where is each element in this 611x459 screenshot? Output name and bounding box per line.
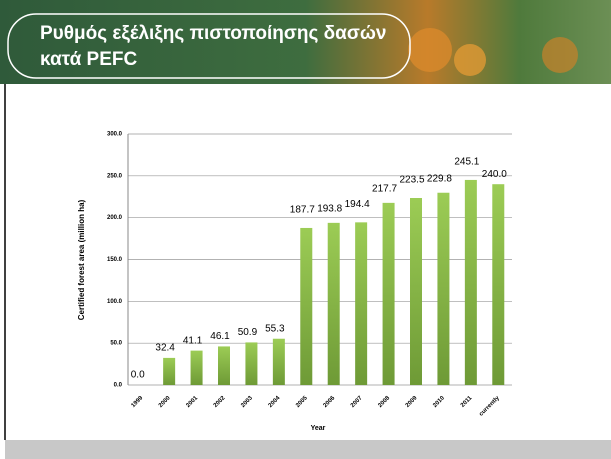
tree [454, 44, 486, 76]
bar [355, 222, 368, 385]
x-axis-label: Year [311, 425, 326, 432]
x-tick-label: 2010 [432, 395, 446, 409]
tree [542, 37, 578, 73]
bar [327, 222, 340, 385]
value-label: 193.8 [317, 203, 342, 214]
bar [190, 350, 203, 385]
value-label: 245.1 [454, 157, 479, 168]
bar [382, 202, 395, 385]
x-tick-label: 2007 [350, 395, 364, 409]
value-label: 55.3 [265, 323, 285, 334]
x-tick-label: 2004 [268, 395, 282, 409]
value-label: 50.9 [238, 327, 258, 338]
title-line: Ρυθμός εξέλιξης πιστοποίησης δασών [40, 23, 386, 44]
value-label: 187.7 [290, 205, 315, 216]
value-label: 217.7 [372, 183, 397, 194]
y-tick-label: 100.0 [107, 299, 123, 305]
y-tick-label: 50.0 [110, 341, 122, 347]
bar [272, 338, 285, 385]
bar [218, 346, 230, 385]
bar [410, 198, 422, 385]
y-tick-label: 150.0 [107, 257, 123, 263]
bar [300, 227, 313, 385]
y-tick-label: 200.0 [107, 215, 123, 221]
value-label: 229.8 [427, 173, 452, 184]
y-tick-label: 250.0 [107, 173, 123, 179]
bar [163, 357, 176, 385]
bar [437, 192, 450, 385]
x-tick-label: 2000 [158, 395, 172, 409]
bar [464, 179, 477, 385]
bar [492, 184, 505, 385]
x-tick-label: 2006 [323, 395, 337, 409]
x-tick-label: 2003 [240, 395, 254, 409]
footer-bar [5, 440, 611, 459]
x-tick-label: 1999 [131, 395, 145, 409]
x-tick-label: 2002 [213, 395, 227, 409]
y-tick-label: 300.0 [107, 132, 123, 138]
value-label: 223.5 [399, 175, 424, 186]
value-label: 41.1 [183, 335, 203, 346]
value-label: 194.4 [345, 199, 370, 210]
value-label: 46.1 [210, 331, 230, 342]
x-tick-label: 2008 [377, 395, 391, 409]
y-axis-label: Certified forest area (million ha) [77, 199, 86, 320]
value-label: 240.0 [482, 169, 507, 180]
x-tick-label: 2005 [295, 395, 309, 409]
y-tick-label: 0.0 [114, 383, 123, 389]
x-tick-label: 2001 [185, 395, 199, 409]
x-tick-label: 2009 [405, 395, 419, 409]
x-tick-label: currently [478, 395, 501, 418]
title-line: κατά PEFC [40, 49, 138, 70]
bar [245, 342, 258, 385]
tree [408, 28, 452, 72]
title-frame [7, 13, 411, 79]
value-label: 0.0 [131, 370, 145, 381]
x-tick-label: 2011 [460, 395, 474, 409]
value-label: 32.4 [155, 343, 175, 354]
